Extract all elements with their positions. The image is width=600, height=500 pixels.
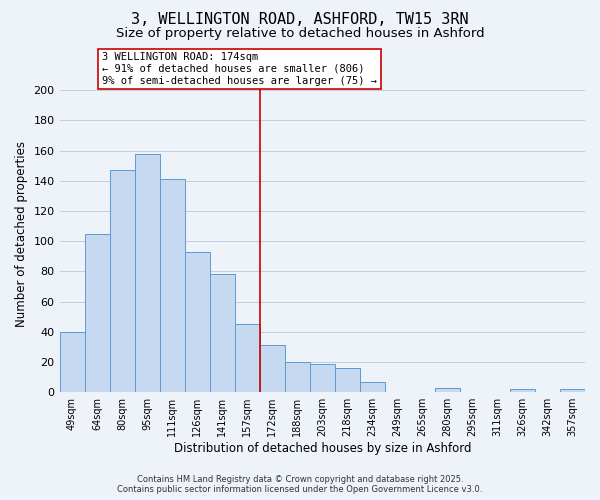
Bar	[185, 252, 209, 392]
Bar	[235, 324, 260, 392]
Bar	[335, 368, 360, 392]
X-axis label: Distribution of detached houses by size in Ashford: Distribution of detached houses by size …	[173, 442, 471, 455]
Bar	[110, 170, 134, 392]
Bar	[435, 388, 460, 392]
Bar	[160, 179, 185, 392]
Bar	[209, 274, 235, 392]
Y-axis label: Number of detached properties: Number of detached properties	[15, 140, 28, 326]
Bar	[510, 389, 535, 392]
Text: Size of property relative to detached houses in Ashford: Size of property relative to detached ho…	[116, 28, 484, 40]
Bar	[260, 346, 285, 392]
Bar	[360, 382, 385, 392]
Bar	[134, 154, 160, 392]
Bar	[59, 332, 85, 392]
Text: Contains HM Land Registry data © Crown copyright and database right 2025.
Contai: Contains HM Land Registry data © Crown c…	[118, 474, 482, 494]
Bar	[85, 234, 110, 392]
Text: 3 WELLINGTON ROAD: 174sqm
← 91% of detached houses are smaller (806)
9% of semi-: 3 WELLINGTON ROAD: 174sqm ← 91% of detac…	[102, 52, 377, 86]
Bar	[310, 364, 335, 392]
Text: 3, WELLINGTON ROAD, ASHFORD, TW15 3RN: 3, WELLINGTON ROAD, ASHFORD, TW15 3RN	[131, 12, 469, 28]
Bar	[285, 362, 310, 392]
Bar	[560, 389, 585, 392]
